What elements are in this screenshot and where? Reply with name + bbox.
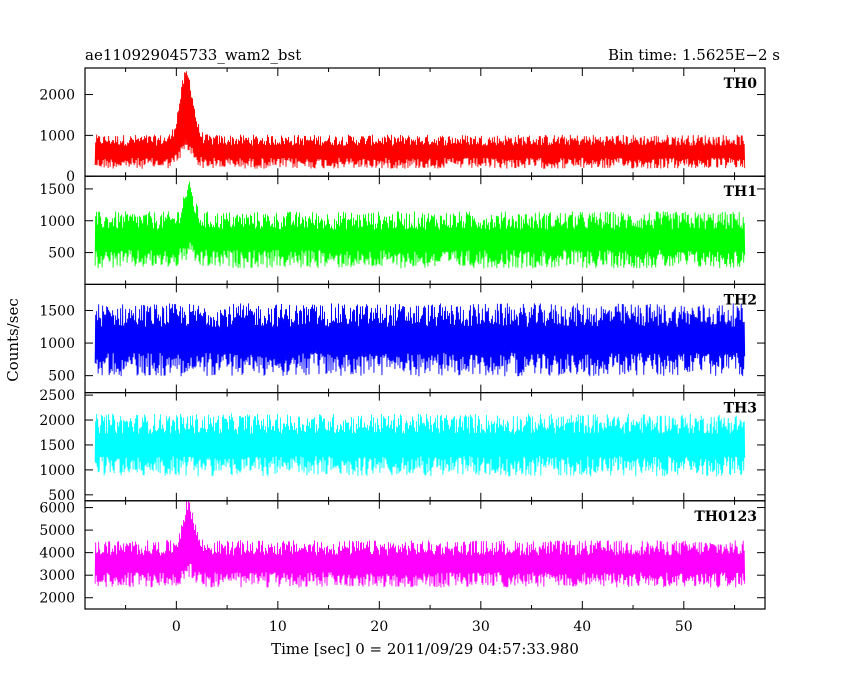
y-tick-label: 2000 <box>39 591 75 607</box>
series-line-th1 <box>94 181 746 269</box>
y-tick-label: 1000 <box>39 214 75 230</box>
y-tick-label: 4000 <box>39 546 75 562</box>
panel-th2: 500 1000 1500 TH2 <box>39 283 766 394</box>
y-tick-label: 500 <box>48 246 75 262</box>
y-axis-label: Counts/sec <box>4 298 22 382</box>
x-tick-label: 50 <box>675 619 693 635</box>
y-tick-label: 2000 <box>39 88 75 104</box>
x-tick-label: 10 <box>269 619 287 635</box>
y-tick-label: 5000 <box>39 523 75 539</box>
series-line-th0 <box>94 71 746 169</box>
series-line-th2 <box>94 303 746 377</box>
y-tick-label: 6000 <box>39 501 75 517</box>
panel-th0123: 2000 3000 4000 5000 6000 TH0123 <box>39 500 766 610</box>
panel-label-th0123: TH0123 <box>694 509 757 525</box>
y-tick-label: 500 <box>48 369 75 385</box>
y-tick-label: 0 <box>66 169 75 185</box>
x-tick-label: 0 <box>172 619 181 635</box>
y-tick-label: 500 <box>48 488 75 504</box>
panel-th1: 500 1000 1500 TH1 <box>39 175 766 285</box>
y-tick-label: 1500 <box>39 182 75 198</box>
x-tick-label: 30 <box>472 619 490 635</box>
y-tick-label: 1000 <box>39 128 75 144</box>
y-tick-label: 2000 <box>39 413 75 429</box>
panel-frame <box>84 500 766 610</box>
panel-label-th1: TH1 <box>724 184 757 200</box>
y-tick-label: 1500 <box>39 438 75 454</box>
series-line-th3 <box>94 413 746 477</box>
y-tick-label: 3000 <box>39 568 75 584</box>
y-tick-label: 1000 <box>39 336 75 352</box>
y-tick-label: 1500 <box>39 303 75 319</box>
panel-label-th2: TH2 <box>724 292 757 308</box>
bin-time-label: Bin time: 1.5625E−2 s <box>608 46 780 64</box>
x-axis-label: Time [sec] 0 = 2011/09/29 04:57:33.980 <box>271 640 579 658</box>
panel-th3: 500 1000 1500 2000 2500 TH3 <box>39 388 766 504</box>
chart-title: ae110929045733_wam2_bst <box>85 46 301 64</box>
y-tick-label: 1000 <box>39 463 75 479</box>
panel-th0: 0 1000 2000 TH0 <box>39 67 766 185</box>
panel-label-th3: TH3 <box>724 401 757 417</box>
x-tick-label: 20 <box>370 619 388 635</box>
series-line-th0123 <box>94 500 746 588</box>
x-tick-label: 40 <box>573 619 591 635</box>
y-tick-label: 2500 <box>39 388 75 404</box>
panel-label-th0: TH0 <box>724 76 758 92</box>
